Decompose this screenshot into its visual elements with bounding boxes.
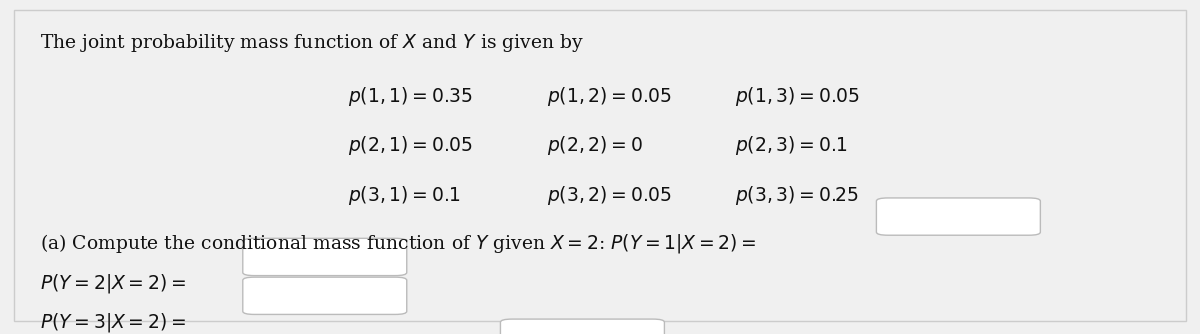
Text: $p(1,2) = 0.05$: $p(1,2) = 0.05$	[547, 85, 672, 108]
FancyBboxPatch shape	[500, 319, 665, 334]
Text: The joint probability mass function of $X$ and $Y$ is given by: The joint probability mass function of $…	[40, 32, 584, 54]
Text: $p(1,1) = 0.35$: $p(1,1) = 0.35$	[348, 85, 473, 108]
FancyBboxPatch shape	[242, 238, 407, 276]
FancyBboxPatch shape	[242, 277, 407, 314]
Text: (a) Compute the conditional mass function of $Y$ given $X = 2$: $P(Y = 1|X = 2) : (a) Compute the conditional mass functio…	[40, 232, 756, 255]
Text: $P(Y = 2|X = 2) =$: $P(Y = 2|X = 2) =$	[40, 273, 186, 296]
Text: $p(2,3) = 0.1$: $p(2,3) = 0.1$	[734, 134, 847, 157]
Text: $p(3,3) = 0.25$: $p(3,3) = 0.25$	[734, 184, 859, 207]
Text: $p(2,2) = 0$: $p(2,2) = 0$	[547, 134, 643, 157]
FancyBboxPatch shape	[876, 198, 1040, 235]
Text: $p(3,2) = 0.05$: $p(3,2) = 0.05$	[547, 184, 672, 207]
Text: $p(2,1) = 0.05$: $p(2,1) = 0.05$	[348, 134, 473, 157]
Text: $P(Y = 3|X = 2) =$: $P(Y = 3|X = 2) =$	[40, 311, 186, 334]
Text: $p(3,1) = 0.1$: $p(3,1) = 0.1$	[348, 184, 461, 207]
Text: $p(1,3) = 0.05$: $p(1,3) = 0.05$	[734, 85, 860, 108]
